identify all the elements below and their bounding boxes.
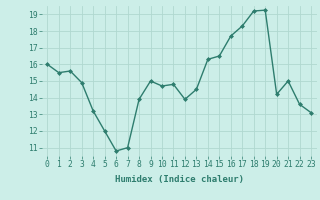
X-axis label: Humidex (Indice chaleur): Humidex (Indice chaleur) xyxy=(115,175,244,184)
